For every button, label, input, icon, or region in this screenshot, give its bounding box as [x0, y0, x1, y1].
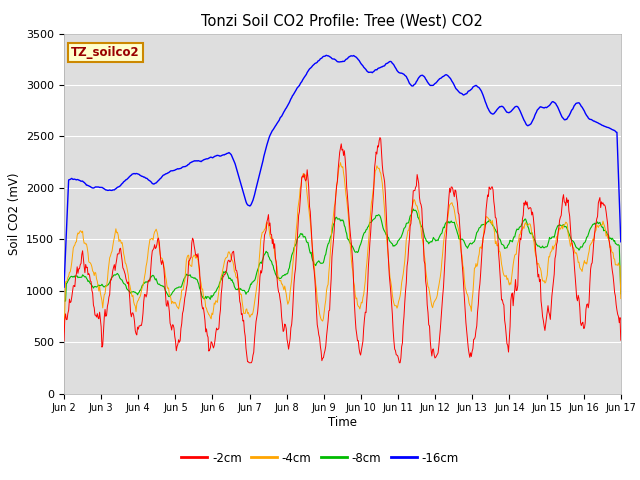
Legend: -2cm, -4cm, -8cm, -16cm: -2cm, -4cm, -8cm, -16cm — [177, 447, 463, 469]
Text: TZ_soilco2: TZ_soilco2 — [71, 46, 140, 59]
Y-axis label: Soil CO2 (mV): Soil CO2 (mV) — [8, 172, 20, 255]
X-axis label: Time: Time — [328, 416, 357, 429]
Title: Tonzi Soil CO2 Profile: Tree (West) CO2: Tonzi Soil CO2 Profile: Tree (West) CO2 — [202, 13, 483, 28]
